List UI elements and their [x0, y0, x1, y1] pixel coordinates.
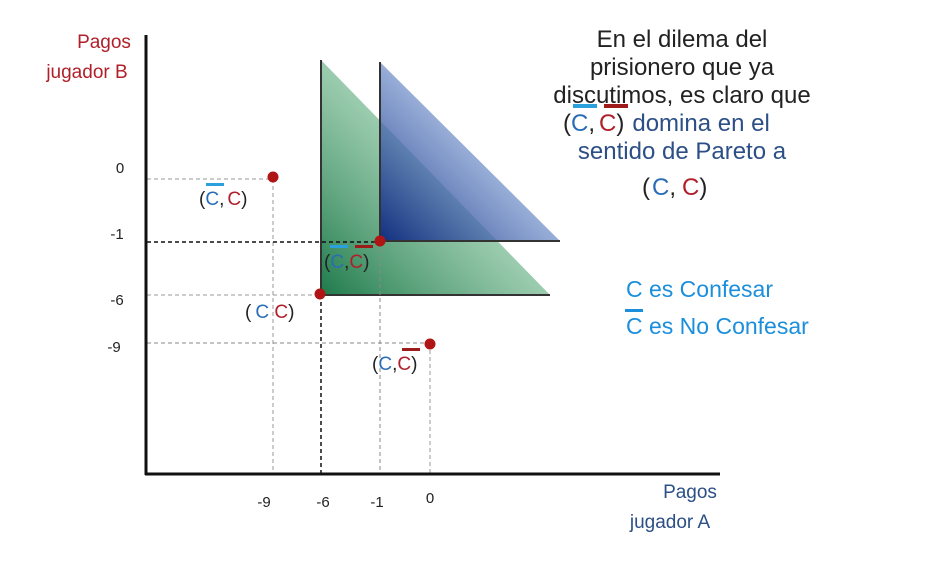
guide-lines	[147, 178, 431, 474]
statement-underline-red	[604, 104, 628, 108]
statement-line: sentido de Pareto a	[578, 138, 787, 165]
y-tick-label: 0	[116, 160, 124, 177]
payoff-point-c-nc	[424, 338, 436, 350]
x-tick-label: -6	[316, 494, 329, 511]
point-label-c-notc: (C,C)	[372, 348, 420, 375]
overbar-second	[355, 245, 373, 248]
pareto-statement: En el dilema del prisionero que ya discu…	[553, 26, 810, 201]
statement-line: (C, C)	[642, 174, 707, 201]
y-axis-title-line2: jugador B	[45, 62, 127, 83]
blue-dominance-region	[380, 62, 560, 241]
x-axis-title-line1: Pagos	[663, 482, 717, 503]
point-label-notc-notc: (C,C)	[324, 245, 373, 273]
y-tick-label: -1	[110, 226, 123, 243]
notation-legend: C es Confesar C es No Confesar	[625, 276, 809, 339]
legend-not-confess: C es No Confesar	[626, 313, 809, 339]
statement-line: En el dilema del	[597, 26, 768, 53]
point-label-c-c: (C C)	[245, 302, 294, 323]
point-label-notc-c: (C, C)	[199, 183, 247, 210]
y-tick-label: -6	[110, 292, 123, 309]
statement-underline-blue	[573, 104, 597, 108]
statement-line: (C, C) domina en el	[563, 110, 770, 137]
svg-text:(C,C): (C,C)	[324, 252, 369, 273]
payoff-point-ncnc-c	[267, 171, 279, 183]
x-tick-label: 0	[426, 490, 434, 507]
payoff-point-nc-nc	[374, 235, 386, 247]
payoff-point-c-c	[314, 288, 326, 300]
legend-confess: C es Confesar	[626, 276, 773, 302]
x-axis-title-line2: jugador A	[629, 512, 711, 533]
svg-text:(C,C): (C,C)	[199, 189, 247, 210]
overbar-second	[402, 348, 420, 351]
legend-overbar	[625, 309, 643, 312]
y-axis-title-line1: Pagos	[77, 32, 131, 53]
svg-text:(C C): (C C)	[245, 302, 294, 323]
overbar-first	[330, 245, 348, 248]
overbar-first	[206, 183, 224, 186]
x-tick-label: -1	[370, 494, 383, 511]
y-tick-label: -9	[107, 339, 120, 356]
x-tick-label: -9	[257, 494, 270, 511]
svg-text:(C,C): (C,C)	[372, 354, 417, 375]
statement-line: prisionero que ya	[590, 54, 775, 81]
